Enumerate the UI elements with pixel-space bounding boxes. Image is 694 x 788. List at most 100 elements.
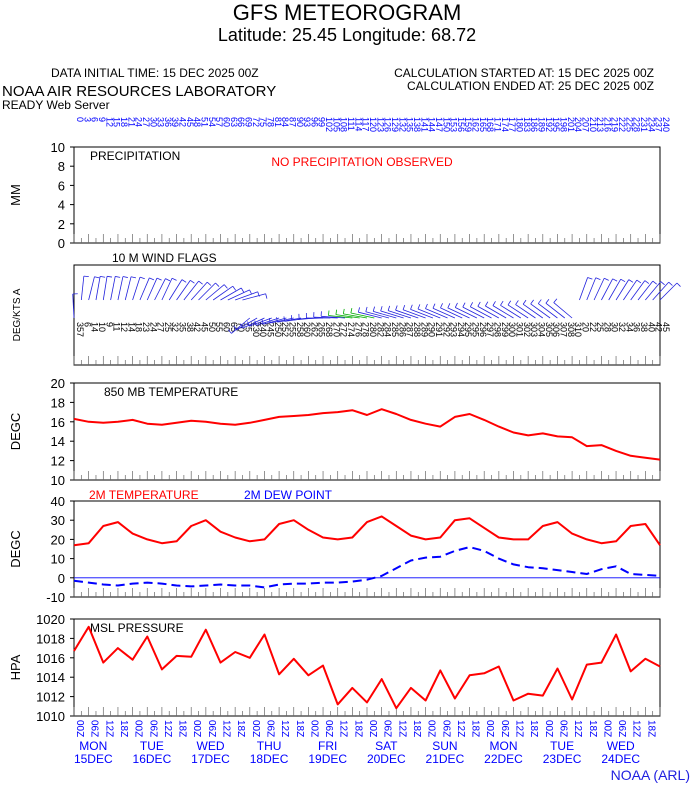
wind-barb [256, 317, 280, 326]
wind-barb-flag [115, 276, 121, 278]
day-date-label: 23DEC [543, 752, 582, 766]
wind-direction-label: 310 [573, 322, 583, 337]
wind-barb-flag [644, 280, 650, 284]
wind-barb [579, 277, 589, 301]
hour-label: 12Z [338, 720, 349, 737]
wind-barb [425, 308, 448, 319]
wind-direction-label: 230 [251, 322, 261, 337]
forecast-hour-label: 69 [243, 117, 253, 127]
wind-barb-flag [350, 308, 353, 314]
wind-barb [601, 278, 614, 301]
wind-direction-label: 294 [456, 322, 466, 337]
wind-barb-flag [227, 329, 232, 334]
wind-direction-label: 301 [515, 322, 525, 337]
wind-direction-label: 9 [104, 322, 114, 327]
wind-barb [190, 281, 208, 301]
day-of-week-label: TUE [140, 739, 164, 753]
wind-direction-label: 50 [207, 322, 217, 332]
y-tick-label: 12 [51, 454, 65, 469]
wind-barb-flag [410, 304, 413, 310]
day-of-week-label: SAT [375, 739, 398, 753]
forecast-hour-label: 222 [617, 117, 627, 132]
forecast-hour-label: 216 [602, 117, 612, 132]
forecast-hour-label: 210 [588, 117, 598, 132]
wind-direction-label: 35 [178, 322, 188, 332]
wind-barb [545, 302, 566, 319]
wind-direction-label: 289 [419, 322, 429, 337]
forecast-hour-label: 132 [397, 117, 407, 132]
wind-direction-label: 262 [309, 322, 319, 337]
wind-barb-flag [156, 277, 162, 281]
hour-label: 06Z [147, 720, 158, 737]
wind-barb [154, 278, 166, 301]
wind-barb-flag [268, 318, 271, 324]
wind-barb [321, 315, 346, 319]
forecast-hour-label: 33 [156, 117, 166, 127]
wind-barb-flag [240, 323, 244, 329]
day-date-label: 22DEC [484, 752, 523, 766]
hour-label: 12Z [279, 720, 290, 737]
forecast-hour-label: 54 [207, 117, 217, 127]
wind-barb-flag [283, 316, 286, 322]
wind-direction-label: 14 [126, 322, 136, 332]
wind-flags-group: 3576141091112141823242725323538424550556… [72, 275, 681, 337]
wind-direction-label: 40 [646, 322, 656, 332]
day-of-week-label: MON [79, 739, 107, 753]
wind-barb-flag [447, 303, 451, 309]
y-tick-label: 8 [58, 159, 65, 174]
hour-label: 06Z [557, 720, 568, 737]
page-title: GFS METEOROGRAM [232, 0, 462, 25]
forecast-hour-label: 171 [493, 117, 503, 132]
forecast-hour-label: 234 [646, 117, 656, 132]
wind-direction-label: 306 [551, 322, 561, 337]
forecast-hour-label: 15 [112, 117, 122, 127]
wind-direction-label: 299 [500, 322, 510, 337]
wind-barb-flag [223, 284, 228, 289]
hour-label: 06Z [616, 720, 627, 737]
wind-direction-label: 27 [156, 322, 166, 332]
wind-barb-flag [276, 317, 278, 323]
wind-direction-label: 240 [258, 322, 268, 337]
wind-direction-label: 265 [317, 322, 327, 337]
wind-barb [176, 280, 191, 301]
forecast-hour-label: 48 [192, 117, 202, 127]
wind-barb [335, 314, 360, 319]
hour-label: 00Z [367, 720, 378, 737]
forecast-hour-label: 156 [456, 117, 466, 132]
wind-direction-label: 12 [119, 322, 129, 332]
y-axis-label: HPA [8, 654, 23, 680]
wind-barb [373, 311, 397, 319]
wind-barb-flag [357, 307, 360, 313]
forecast-hour-label: 24 [134, 117, 144, 127]
y-tick-label: 20 [51, 376, 65, 391]
wind-direction-label: 285 [390, 322, 400, 337]
forecast-hour-label: 6 [90, 117, 100, 122]
forecast-hour-label: 93 [302, 117, 312, 127]
wind-barb-flag [365, 306, 368, 312]
wind-barb [72, 294, 75, 319]
forecast-hour-label: 72 [251, 117, 261, 127]
wind-direction-label: 45 [200, 322, 210, 332]
forecast-hour-label: 225 [624, 117, 634, 132]
y-tick-label: 1010 [36, 709, 65, 724]
forecast-hour-label: 165 [478, 117, 488, 132]
forecast-hour-label: 141 [419, 117, 429, 132]
wind-barb-flag [612, 278, 618, 282]
wind-barb [586, 277, 597, 301]
forecast-hour-label: 84 [280, 117, 290, 127]
forecast-hour-label: 90 [295, 117, 305, 127]
forecast-hour-label: 21 [126, 117, 136, 127]
hour-label: 18Z [411, 720, 422, 737]
wind-barb [380, 310, 404, 319]
forecast-hour-label: 111 [346, 117, 356, 131]
forecast-hour-label: 30 [148, 117, 158, 127]
forecast-hour-label: 42 [178, 117, 188, 127]
day-date-label: 19DEC [308, 752, 347, 766]
wind-barb-flag [454, 302, 458, 308]
wind-direction-label: 22 [588, 322, 598, 332]
server-name: READY Web Server [2, 98, 110, 112]
wind-direction-label: 304 [536, 322, 546, 337]
wind-barb [402, 309, 426, 319]
wind-barb [637, 280, 654, 301]
